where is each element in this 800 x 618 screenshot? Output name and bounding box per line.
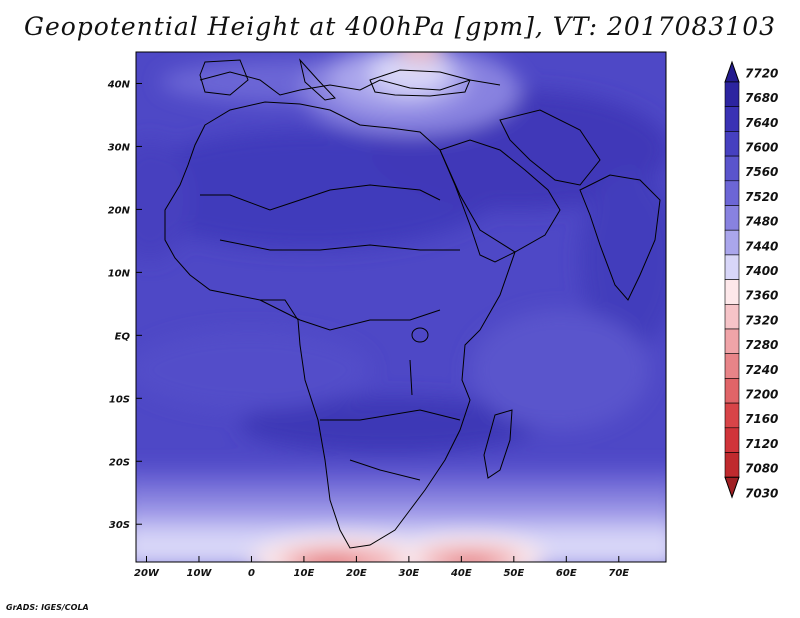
colorbar-swatch xyxy=(724,254,740,280)
arabia-coastline xyxy=(439,139,561,253)
colorbar-label: 7030 xyxy=(745,486,778,500)
colorbar-swatch xyxy=(724,81,740,108)
x-tick-label: 10W xyxy=(186,568,212,579)
x-tick-label: 30E xyxy=(398,568,419,579)
colorbar-bottom-arrow xyxy=(724,476,740,499)
colorbar-legend: 7720 7680 7640 7600 7560 7520 7480 7440 7400 7360… xyxy=(724,60,778,500)
italy-coastline xyxy=(299,58,336,101)
lake-tanganyika xyxy=(409,359,413,396)
colorbar-swatch xyxy=(724,427,740,453)
colorbar-label: 7720 xyxy=(745,66,778,80)
colorbar-label: 7080 xyxy=(745,462,778,476)
plot-frame xyxy=(135,51,667,563)
colorbar-swatch xyxy=(724,106,740,132)
colorbar-swatch xyxy=(724,279,740,305)
africa-coastline xyxy=(164,101,516,549)
colorbar-label: 7160 xyxy=(745,412,778,426)
x-tick-label: 10E xyxy=(294,568,315,579)
colorbar-swatch xyxy=(724,131,740,157)
colorbar-swatch xyxy=(724,328,740,355)
colorbar-label: 7240 xyxy=(745,363,778,377)
y-axis: 40N 30N 20N 10N EQ 10S 20S 30S xyxy=(107,79,142,531)
colorbar-label: 7120 xyxy=(745,437,778,451)
colorbar-label: 7320 xyxy=(745,313,778,327)
india-coastline xyxy=(579,174,661,301)
iran-coastline xyxy=(499,109,601,186)
colorbar-label: 7400 xyxy=(745,264,778,278)
iberia-coastline xyxy=(199,59,249,96)
coastlines xyxy=(164,58,661,549)
y-tick-label: 30S xyxy=(109,520,130,531)
credit-text: GrADS: IGES/COLA xyxy=(6,603,89,612)
europe-coastline xyxy=(199,71,501,96)
x-tick-label: 0 xyxy=(248,568,255,579)
y-tick-label: 40N xyxy=(107,79,131,90)
colorbar-swatch xyxy=(724,205,740,231)
x-axis: 20W 10W 0 10E 20E 30E 40E 50E 60E 70E xyxy=(134,556,629,579)
colorbar-top-arrow xyxy=(724,60,740,83)
colorbar-label: 7200 xyxy=(745,387,778,401)
y-tick-label: 20N xyxy=(108,205,131,216)
colorbar-swatch xyxy=(724,378,740,404)
colorbar-label: 7640 xyxy=(745,116,778,130)
colorbar-label: 7680 xyxy=(745,91,778,105)
colorbar-swatch xyxy=(724,303,740,330)
colorbar-swatch xyxy=(724,180,740,206)
colorbar-label: 7360 xyxy=(745,289,778,303)
x-tick-label: 70E xyxy=(608,568,629,579)
x-tick-label: 40E xyxy=(450,568,472,579)
lake-victoria xyxy=(411,327,429,343)
y-tick-label: 10S xyxy=(109,394,130,405)
y-tick-label: 20S xyxy=(109,457,130,468)
colorbar-swatch xyxy=(724,402,740,429)
country-borders xyxy=(200,184,461,481)
y-tick-label: EQ xyxy=(115,331,131,342)
colorbar-swatch xyxy=(724,353,740,379)
turkey-coastline xyxy=(369,69,471,97)
x-tick-label: 60E xyxy=(556,568,577,579)
height-field xyxy=(136,52,666,562)
colorbar-swatch xyxy=(724,155,740,182)
x-tick-label: 20E xyxy=(346,568,367,579)
y-tick-label: 10N xyxy=(108,268,131,279)
x-tick-label: 20W xyxy=(134,568,160,579)
y-tick-label: 30N xyxy=(108,142,131,153)
map-title: Geopotential Height at 400hPa [gpm], VT:… xyxy=(23,12,777,41)
colorbar-swatch xyxy=(724,229,740,256)
colorbar-label: 7520 xyxy=(745,190,778,204)
colorbar-label: 7280 xyxy=(745,338,778,352)
colorbar-label: 7440 xyxy=(745,239,778,253)
colorbar-swatch xyxy=(724,452,740,478)
colorbar-label: 7600 xyxy=(745,140,778,154)
colorbar-label: 7480 xyxy=(745,215,778,229)
x-tick-label: 50E xyxy=(503,568,524,579)
colorbar-label: 7560 xyxy=(745,165,778,179)
madagascar-coastline xyxy=(483,409,513,479)
